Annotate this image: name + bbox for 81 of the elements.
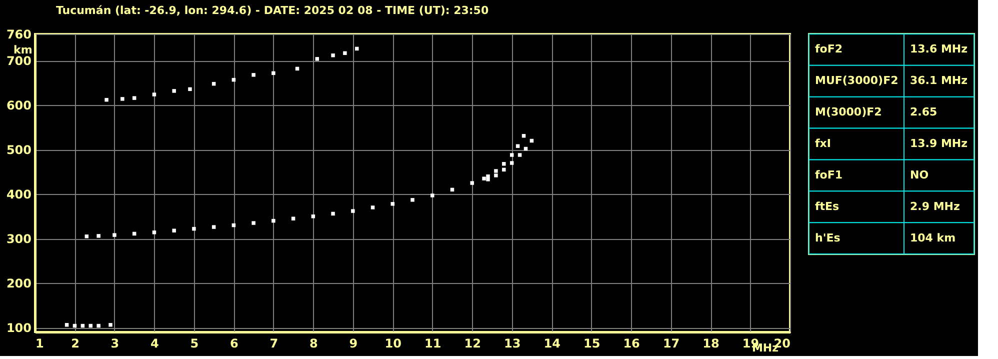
- point: [104, 98, 108, 102]
- x-tick-label: 5: [190, 336, 199, 350]
- x-tick-label: 15: [583, 336, 600, 350]
- text: 2.65: [910, 106, 938, 119]
- point: [470, 181, 474, 185]
- point: [502, 168, 506, 172]
- point: [120, 97, 124, 101]
- text: 104 km: [910, 231, 956, 244]
- point: [510, 161, 514, 165]
- point: [430, 194, 434, 198]
- x-tick-label: 12: [464, 336, 481, 350]
- text: 13.6 MHz: [910, 42, 968, 56]
- point: [172, 89, 176, 93]
- y-tick-label: 100: [6, 321, 32, 336]
- point: [331, 53, 335, 58]
- point: [482, 176, 486, 180]
- point: [108, 323, 112, 327]
- point: [188, 87, 192, 92]
- point: [331, 212, 335, 216]
- text: h'Es: [815, 231, 841, 244]
- point: [152, 92, 156, 96]
- point: [132, 96, 136, 100]
- point: [518, 153, 522, 157]
- x-tick-label: 1: [36, 336, 44, 350]
- point: [112, 233, 116, 237]
- point: [510, 153, 514, 157]
- point: [272, 71, 276, 76]
- x-tick-label: 16: [623, 336, 640, 350]
- point: [252, 221, 256, 225]
- x-tick-label: 11: [424, 336, 442, 350]
- x-tick-label: 17: [662, 336, 680, 350]
- y-tick-label: 600: [6, 98, 32, 113]
- point: [410, 198, 414, 202]
- text: MUF(3000)F2: [815, 74, 898, 88]
- x-tick-label: 14: [544, 336, 560, 350]
- y-axis-title: km: [14, 44, 32, 56]
- x-tick-label: 13: [504, 336, 521, 350]
- x-tick-label: 4: [150, 336, 159, 350]
- point: [172, 228, 176, 232]
- x-tick-label: 6: [230, 336, 238, 350]
- point: [494, 169, 498, 173]
- point: [212, 225, 216, 229]
- text: fxI: [815, 137, 831, 150]
- point: [343, 51, 347, 55]
- y-tick-label: 500: [6, 143, 32, 158]
- point: [272, 218, 276, 223]
- x-tick-label: 18: [702, 336, 720, 350]
- y-tick-label: 700: [6, 54, 32, 68]
- x-tick-label: 10: [384, 336, 402, 350]
- point: [315, 57, 320, 61]
- text: foF1: [815, 168, 843, 182]
- point: [502, 162, 506, 166]
- text: 2.9 MHz: [910, 200, 960, 213]
- point: [516, 144, 520, 148]
- y-tick-label: 400: [6, 188, 32, 202]
- x-tick-label: 9: [349, 336, 358, 350]
- text: M(3000)F2: [815, 106, 882, 119]
- point: [64, 323, 69, 327]
- text: 36.1 MHz: [910, 74, 968, 88]
- x-tick-label: 2: [71, 336, 80, 350]
- chart-title: Tucumán (lat: -26.9, lon: 294.6) - DATE: 2025 02 08 - TIME (UT): 23:50: [56, 4, 489, 17]
- point: [486, 178, 490, 182]
- text: ftEs: [815, 200, 840, 213]
- point: [96, 324, 100, 328]
- text: 13.9 MHz: [910, 137, 968, 150]
- y-tick-label: 200: [6, 276, 32, 291]
- point: [494, 174, 498, 178]
- y-tick-label: 760: [6, 28, 32, 42]
- point: [96, 234, 100, 238]
- point: [192, 226, 196, 231]
- point: [252, 73, 256, 77]
- y-tick-label: 300: [6, 232, 32, 246]
- text: NO: [910, 168, 929, 182]
- point: [291, 216, 296, 220]
- point: [351, 209, 355, 213]
- text: foF2: [815, 42, 843, 56]
- point: [390, 202, 395, 206]
- x-tick-label: 8: [309, 336, 318, 350]
- x-tick-label: 7: [270, 336, 278, 350]
- x-tick-label: 3: [110, 336, 120, 350]
- point: [370, 206, 375, 210]
